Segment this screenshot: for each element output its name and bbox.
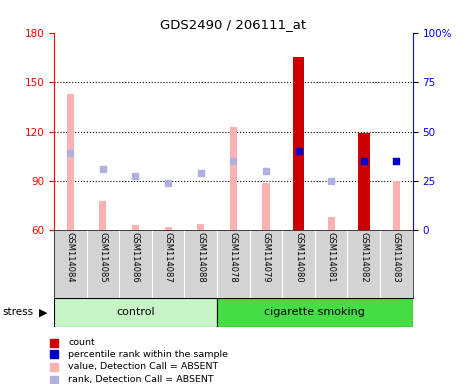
Bar [67,94,74,230]
Text: GSM114085: GSM114085 [98,232,107,282]
Point [197,170,204,176]
Bar [132,225,139,230]
Text: GSM114084: GSM114084 [66,232,75,282]
Bar [327,217,335,230]
Bar [54,298,217,327]
Bar [165,227,172,230]
Text: value, Detection Call = ABSENT: value, Detection Call = ABSENT [68,362,219,371]
Text: GSM114082: GSM114082 [359,232,368,282]
Point [360,158,368,164]
Text: ▶: ▶ [39,307,47,318]
Point [229,158,237,164]
Point [164,180,172,186]
Title: GDS2490 / 206111_at: GDS2490 / 206111_at [160,18,306,31]
Text: control: control [116,307,155,318]
Bar [262,183,270,230]
Text: GSM114086: GSM114086 [131,232,140,283]
Text: GSM114078: GSM114078 [229,232,238,283]
Bar [393,181,400,230]
Text: stress: stress [2,307,33,318]
Point [50,364,58,370]
Bar [358,133,370,230]
Bar [99,201,106,230]
Text: rank, Detection Call = ABSENT: rank, Detection Call = ABSENT [68,375,214,384]
Bar [230,127,237,230]
Point [50,339,58,346]
Text: GSM114088: GSM114088 [196,232,205,283]
Point [50,351,58,358]
Point [99,166,106,172]
Text: GSM114083: GSM114083 [392,232,401,283]
Text: count: count [68,338,95,347]
Text: GSM114079: GSM114079 [261,232,271,282]
Point [132,173,139,179]
Point [327,178,335,184]
Text: GSM114080: GSM114080 [294,232,303,282]
Text: GSM114081: GSM114081 [327,232,336,282]
Text: percentile rank within the sample: percentile rank within the sample [68,350,228,359]
Text: cigarette smoking: cigarette smoking [265,307,365,318]
Bar [217,298,413,327]
Bar [293,57,304,230]
Point [67,150,74,156]
Point [295,148,303,154]
Point [393,158,400,164]
Point [50,377,58,383]
Text: GSM114087: GSM114087 [164,232,173,283]
Point [262,168,270,174]
Bar [197,224,204,230]
